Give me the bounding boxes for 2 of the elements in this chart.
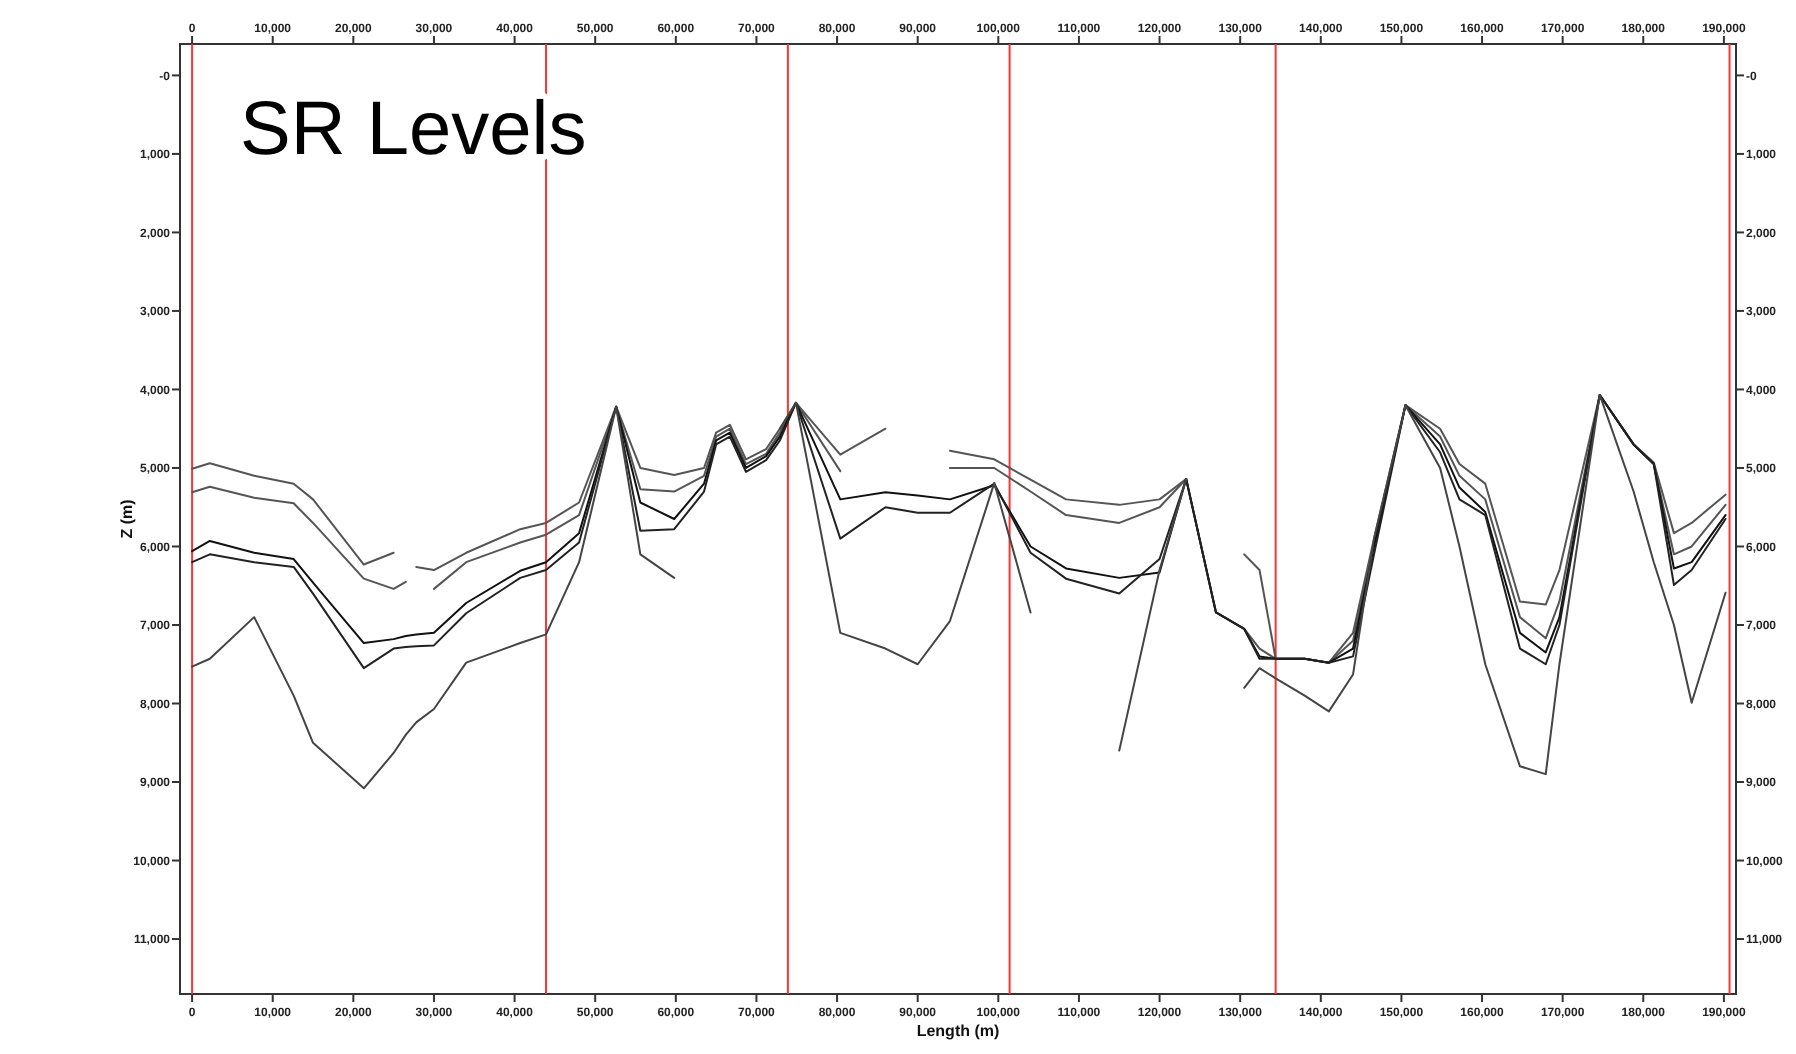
x-axis-title: Length (m) (916, 1022, 1000, 1040)
y-axis-title: Z (m) (118, 498, 136, 539)
